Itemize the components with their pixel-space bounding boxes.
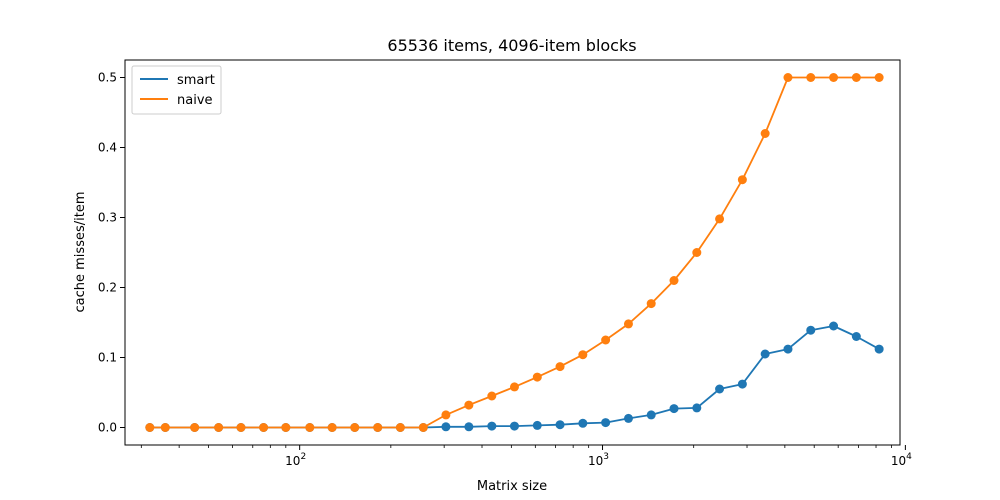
data-point-naive xyxy=(418,423,428,432)
data-point-naive xyxy=(806,73,816,82)
data-point-naive xyxy=(783,73,793,82)
y-tick-label: 0.2 xyxy=(98,281,117,295)
data-point-smart xyxy=(669,404,679,414)
y-tick-label: 0.4 xyxy=(98,141,117,155)
plot-frame xyxy=(124,59,901,446)
data-point-naive xyxy=(305,423,315,432)
data-point-smart xyxy=(601,418,611,428)
data-point-naive xyxy=(760,129,770,138)
data-point-naive xyxy=(464,400,474,410)
data-point-naive xyxy=(829,73,839,82)
data-point-naive xyxy=(623,319,633,329)
data-point-smart xyxy=(578,418,588,428)
plot-area xyxy=(125,60,900,445)
series-layer xyxy=(145,73,884,432)
data-point-smart xyxy=(532,420,542,430)
x-tick-label: 102 xyxy=(285,452,306,468)
data-point-naive xyxy=(874,73,884,82)
y-tick-label: 0.1 xyxy=(98,351,117,365)
chart-title: 65536 items, 4096-item blocks xyxy=(387,36,636,55)
data-point-naive xyxy=(715,214,725,224)
data-point-naive xyxy=(509,382,519,392)
data-point-smart xyxy=(737,379,747,389)
data-point-smart xyxy=(829,321,839,331)
data-point-smart xyxy=(851,332,861,341)
data-point-naive xyxy=(259,423,269,432)
data-point-naive xyxy=(601,335,611,345)
data-point-smart xyxy=(441,422,451,432)
data-point-naive xyxy=(737,175,747,185)
x-axis-ticks: 102 103 104 xyxy=(140,445,912,468)
data-point-smart xyxy=(692,403,702,413)
data-point-smart xyxy=(783,344,793,354)
legend-label-naive: naive xyxy=(177,93,213,108)
data-point-naive xyxy=(281,423,291,432)
legend: smart naive xyxy=(131,65,222,115)
y-tick-label: 0.3 xyxy=(98,211,117,225)
y-axis-label: cache misses/item xyxy=(73,192,88,313)
data-point-naive xyxy=(327,423,337,432)
data-point-naive xyxy=(646,299,656,309)
data-point-smart xyxy=(874,344,884,354)
data-point-naive xyxy=(578,350,588,360)
data-point-naive xyxy=(441,410,451,420)
data-point-naive xyxy=(692,248,702,257)
data-point-smart xyxy=(623,413,633,423)
data-point-naive xyxy=(532,372,542,382)
data-point-naive xyxy=(214,423,224,432)
data-point-naive xyxy=(851,73,861,82)
x-tick-label: 103 xyxy=(588,452,609,468)
data-point-naive xyxy=(145,423,155,432)
legend-label-smart: smart xyxy=(177,73,215,88)
data-point-naive xyxy=(236,423,246,432)
data-point-naive xyxy=(373,423,383,432)
y-tick-label: 0.0 xyxy=(98,421,117,435)
data-point-naive xyxy=(350,423,360,432)
data-point-naive xyxy=(395,423,405,432)
data-point-smart xyxy=(715,384,725,394)
data-point-smart xyxy=(509,421,519,431)
x-axis-label: Matrix size xyxy=(477,479,547,494)
data-point-smart xyxy=(487,421,497,431)
data-point-smart xyxy=(646,410,656,420)
x-tick-label: 104 xyxy=(891,452,912,468)
data-point-naive xyxy=(487,391,497,401)
data-point-naive xyxy=(669,276,679,285)
data-point-naive xyxy=(160,423,170,432)
data-point-smart xyxy=(464,422,474,432)
data-point-smart xyxy=(760,349,770,359)
data-point-smart xyxy=(555,420,565,430)
y-axis-ticks: 0.0 0.1 0.2 0.3 0.4 0.5 xyxy=(98,71,125,435)
data-point-smart xyxy=(806,325,816,335)
y-tick-label: 0.5 xyxy=(98,71,117,85)
data-point-naive xyxy=(190,423,200,432)
data-point-naive xyxy=(555,362,565,372)
